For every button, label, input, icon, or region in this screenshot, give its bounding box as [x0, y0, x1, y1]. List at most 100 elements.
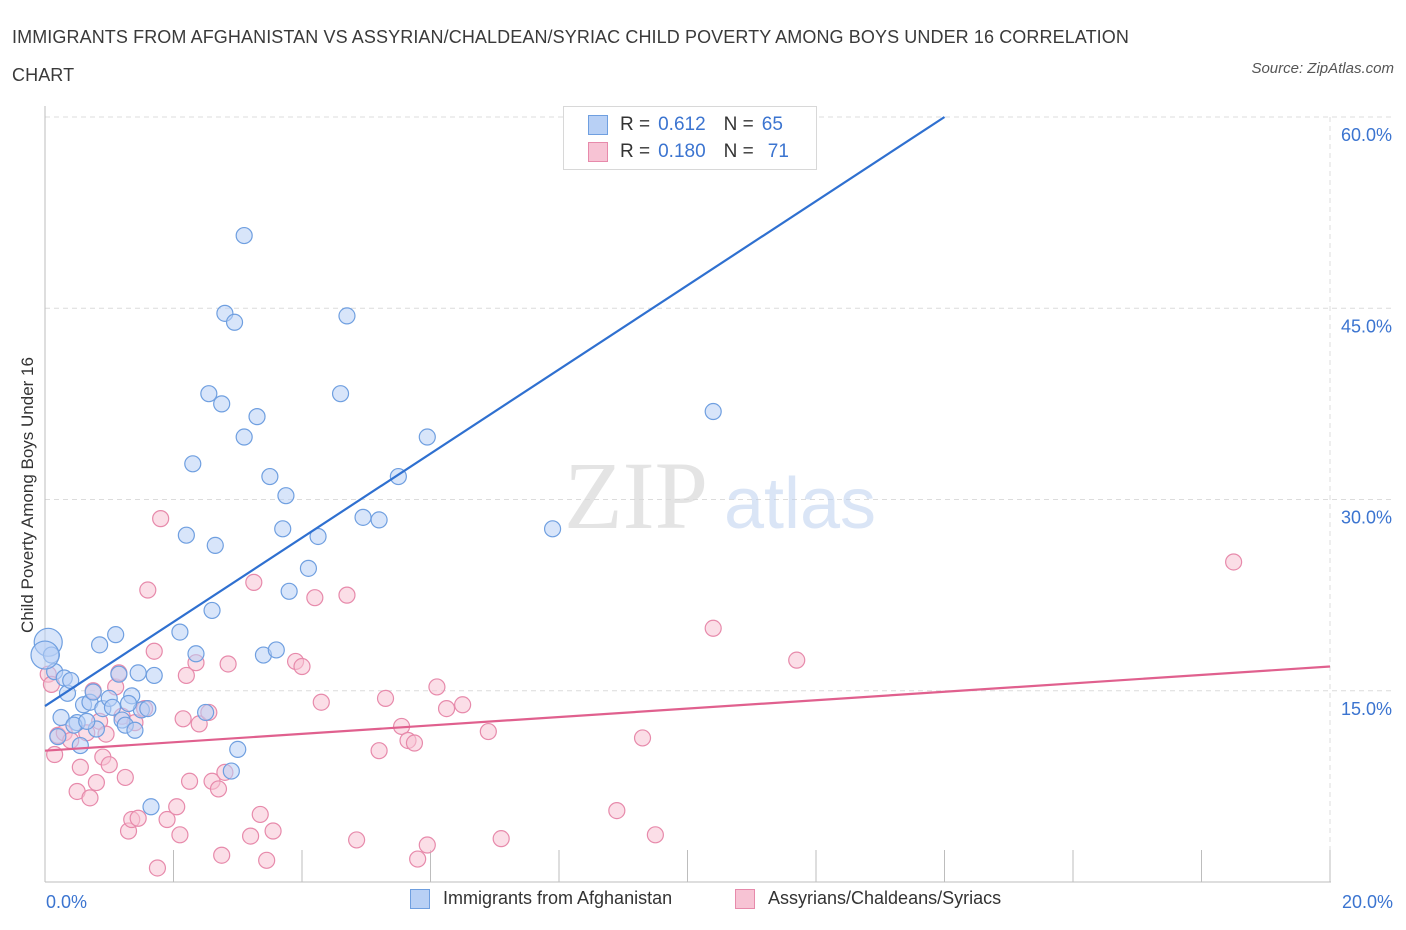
data-point — [107, 626, 125, 644]
blue-points — [30, 226, 722, 816]
data-point — [409, 850, 427, 868]
data-point — [235, 428, 253, 446]
gridlines — [45, 116, 1392, 882]
trend-line-assyrians — [44, 665, 1331, 752]
watermark: ZIP atlas — [564, 442, 876, 549]
y-axis-label: Child Poverty Among Boys Under 16 — [18, 357, 37, 633]
data-point — [331, 385, 350, 403]
legend-n-value: 65 — [761, 114, 783, 135]
data-point — [225, 313, 244, 331]
series-swatch-pink — [735, 888, 755, 909]
y-tick-label: 45.0% — [1341, 316, 1392, 336]
tick-labels: 15.0% 30.0% 45.0% 60.0% 0.0% 20.0% — [46, 125, 1393, 912]
data-point — [52, 708, 70, 727]
data-point — [454, 696, 472, 714]
data-point — [280, 582, 298, 600]
data-point — [148, 859, 167, 877]
data-point — [139, 581, 157, 599]
data-point — [229, 740, 247, 759]
data-point — [145, 666, 163, 685]
data-point — [145, 642, 163, 660]
data-point — [633, 729, 652, 747]
data-point — [177, 666, 195, 685]
data-point — [103, 698, 122, 716]
series-legend-item-afghanistan[interactable]: Immigrants from Afghanistan — [410, 888, 672, 909]
data-point — [129, 664, 147, 682]
data-point — [126, 721, 144, 739]
y-tick-label: 15.0% — [1341, 699, 1392, 719]
data-point — [646, 826, 664, 844]
data-point — [251, 805, 269, 824]
data-point — [293, 657, 311, 676]
y-tick-label: 60.0% — [1341, 125, 1392, 145]
data-point — [142, 798, 160, 816]
data-point — [312, 693, 330, 711]
legend-r-label: R = — [620, 141, 651, 162]
data-point — [78, 712, 96, 730]
data-point — [110, 665, 128, 683]
source-credit: Source: ZipAtlas.com — [1251, 60, 1394, 77]
data-point — [213, 395, 231, 413]
data-point — [171, 826, 189, 844]
legend-row-blue: R = 0.612 N = 65 — [588, 112, 783, 138]
data-point — [267, 641, 285, 659]
data-point — [116, 768, 134, 787]
data-point — [197, 703, 215, 722]
data-point — [139, 699, 157, 718]
data-point — [277, 487, 295, 505]
data-point — [213, 846, 231, 864]
data-point — [1225, 553, 1243, 571]
data-point — [129, 809, 147, 827]
data-point — [222, 762, 240, 780]
data-point — [479, 722, 497, 741]
legend-n-label: N = — [723, 114, 754, 135]
data-point — [209, 780, 228, 798]
x-tick-label: 20.0% — [1342, 892, 1393, 912]
trend-lines — [44, 116, 1331, 752]
data-point — [348, 831, 366, 849]
data-point — [81, 789, 99, 807]
axes — [44, 106, 1331, 883]
data-point — [258, 851, 276, 869]
data-point — [261, 467, 279, 486]
series-legend-label: Assyrians/Chaldeans/Syriacs — [768, 888, 1002, 908]
data-point — [71, 758, 89, 776]
legend-r-value: 0.180 — [658, 141, 706, 162]
data-point — [245, 573, 263, 591]
legend-row-pink: R = 0.180 N = 71 — [588, 139, 789, 165]
data-point — [171, 623, 189, 641]
data-point — [354, 508, 372, 526]
data-point — [306, 589, 324, 607]
data-point — [91, 636, 109, 654]
correlation-legend: R = 0.612 N = 65 R = 0.180 N = 71 — [563, 106, 817, 170]
data-point — [405, 734, 424, 752]
pink-points — [39, 510, 1243, 877]
data-point — [100, 756, 118, 774]
data-point — [418, 836, 436, 854]
data-point — [219, 655, 237, 673]
series-legend-item-assyrians[interactable]: Assyrians/Chaldeans/Syriacs — [735, 888, 1001, 909]
data-point — [168, 798, 186, 816]
data-point — [180, 772, 199, 790]
data-point — [203, 601, 221, 620]
data-point — [376, 689, 395, 708]
series-legend: Immigrants from Afghanistan Assyrians/Ch… — [0, 888, 1406, 916]
data-point — [608, 801, 626, 820]
data-point — [184, 455, 202, 473]
data-point — [158, 810, 176, 829]
data-point — [30, 640, 60, 670]
trend-line-afghanistan — [44, 116, 946, 707]
data-point — [248, 408, 266, 426]
legend-swatch-pink — [588, 142, 608, 162]
data-point — [788, 651, 806, 669]
x-tick-label: 0.0% — [46, 892, 87, 912]
data-point — [338, 586, 356, 604]
data-point — [71, 736, 89, 755]
data-point — [119, 694, 138, 713]
data-point — [704, 402, 722, 421]
legend-n-value: 71 — [767, 141, 789, 162]
data-point — [418, 428, 436, 446]
data-point — [187, 645, 205, 663]
data-point — [177, 526, 195, 544]
data-point — [152, 510, 170, 528]
